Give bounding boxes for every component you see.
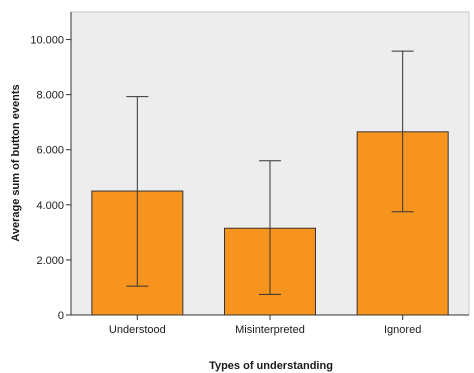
y-ticks-layer: 0 2.000 4.000 6.000 8.000 10.000 bbox=[30, 35, 71, 322]
x-tick-label-understood: Understood bbox=[109, 324, 166, 336]
x-ticks-layer: Understood Misinterpreted Ignored bbox=[109, 315, 421, 336]
y-tick-label: 0 bbox=[58, 310, 64, 322]
y-tick-label: 8.000 bbox=[36, 90, 64, 102]
y-axis-title: Average sum of button events bbox=[10, 84, 22, 241]
y-tick-label: 6.000 bbox=[36, 145, 64, 157]
x-axis-title: Types of understanding bbox=[209, 360, 333, 372]
x-tick-label-ignored: Ignored bbox=[384, 324, 421, 336]
x-tick-label-misinterpreted: Misinterpreted bbox=[235, 324, 305, 336]
y-tick-label: 10.000 bbox=[30, 35, 64, 47]
y-tick-label: 2.000 bbox=[36, 255, 64, 267]
error-bars-layer bbox=[126, 50, 414, 295]
y-tick-label: 4.000 bbox=[36, 200, 64, 212]
